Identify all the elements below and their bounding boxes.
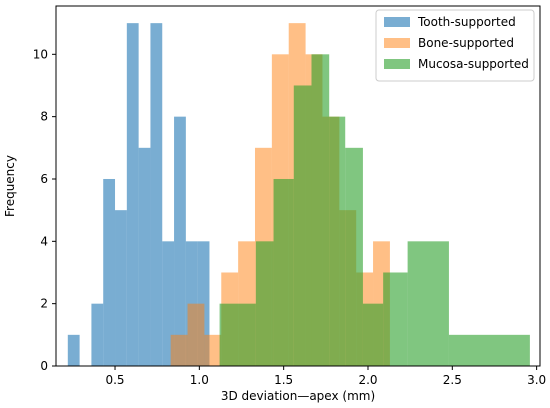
bar-mucosa-supported-3: [293, 85, 312, 366]
bar-tooth-supported-2: [91, 303, 104, 366]
bar-tooth-supported-7: [150, 23, 163, 367]
bar-mucosa-supported-6: [345, 147, 363, 366]
x-tick-label: 3.0: [527, 373, 546, 387]
bars-layer: [67, 23, 530, 367]
x-tick-label: 0.5: [105, 373, 124, 387]
y-axis: 0 2 4 6 8 10: [33, 47, 56, 373]
y-tick-label: 4: [40, 234, 48, 248]
plot-frame: [55, 5, 541, 367]
bar-bone-supported-1: [187, 303, 205, 366]
legend-box: [375, 9, 535, 82]
bar-bone-supported-2: [204, 334, 222, 366]
legend: Tooth-supported Bone-supported Mucosa-supp…: [375, 9, 535, 82]
bar-tooth-supported-4: [115, 210, 127, 366]
legend-swatch-tooth-supported: [384, 17, 410, 27]
x-tick-label: 2.0: [358, 373, 377, 387]
series-mucosa-supported: [219, 54, 530, 367]
x-axis-label: 3D deviation—apex (mm): [221, 389, 375, 403]
legend-label-mucosa-supported: Mucosa-supported: [418, 57, 529, 71]
bar-tooth-supported-0: [67, 334, 80, 366]
x-axis: 0.5 1.0 1.5 2.0 2.5 3.0: [105, 366, 546, 387]
bar-tooth-supported-8: [162, 241, 175, 366]
x-tick-label: 1.0: [190, 373, 209, 387]
bar-bone-supported-0: [170, 334, 188, 366]
bar-tooth-supported-3: [103, 178, 116, 366]
bar-tooth-supported-6: [138, 147, 151, 366]
bar-mucosa-supported-7: [362, 303, 384, 366]
legend-label-tooth-supported: Tooth-supported: [417, 15, 516, 29]
legend-label-bone-supported: Bone-supported: [418, 36, 514, 50]
y-tick-label: 6: [40, 172, 48, 186]
y-tick-label: 8: [40, 110, 48, 124]
bar-mucosa-supported-8: [383, 272, 408, 366]
bar-mucosa-supported-5: [329, 116, 346, 366]
legend-swatch-mucosa-supported: [384, 59, 410, 69]
bar-mucosa-supported-0: [219, 303, 256, 366]
bar-mucosa-supported-2: [273, 178, 294, 366]
bar-mucosa-supported-1: [255, 241, 274, 366]
y-tick-label: 2: [40, 297, 48, 311]
bar-mucosa-supported-9: [407, 241, 449, 366]
y-axis-label: Frequency: [3, 155, 17, 217]
y-tick-label: 0: [40, 359, 48, 373]
x-tick-label: 2.5: [443, 373, 462, 387]
legend-swatch-bone-supported: [384, 38, 410, 48]
bar-mucosa-supported-10: [448, 334, 530, 366]
bar-tooth-supported-5: [126, 23, 139, 367]
bar-tooth-supported-9: [174, 116, 186, 366]
y-tick-label: 10: [33, 47, 48, 61]
bar-mucosa-supported-4: [311, 54, 330, 367]
x-tick-label: 1.5: [274, 373, 293, 387]
